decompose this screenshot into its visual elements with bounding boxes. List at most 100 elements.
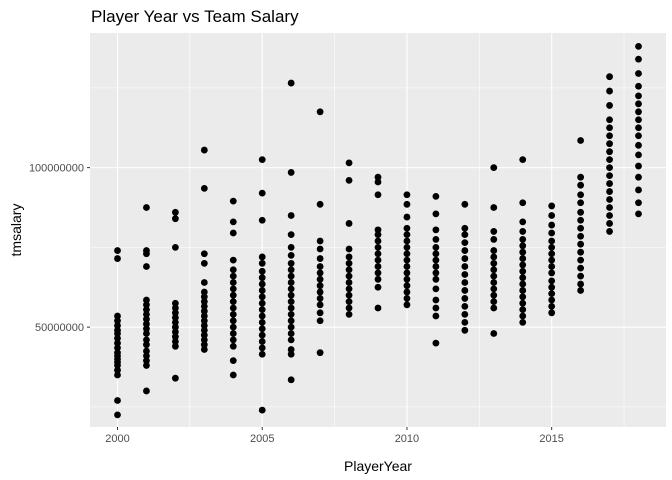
data-point — [229, 336, 237, 344]
data-point — [403, 288, 411, 296]
data-point — [374, 263, 382, 270]
data-point — [287, 304, 295, 312]
data-point — [374, 231, 382, 239]
data-point — [490, 259, 498, 267]
data-point — [143, 247, 150, 254]
data-point — [200, 293, 208, 301]
data-point — [374, 256, 382, 264]
data-point — [316, 349, 324, 357]
data-point — [577, 232, 585, 240]
data-point — [519, 274, 527, 282]
data-point — [606, 148, 613, 156]
data-point — [316, 275, 324, 283]
data-point — [287, 317, 295, 325]
data-point — [635, 162, 642, 170]
data-point — [577, 280, 585, 288]
data-point — [635, 124, 642, 132]
data-point — [635, 116, 642, 124]
chart-title: Player Year vs Team Salary — [91, 7, 299, 26]
data-point — [345, 285, 353, 293]
data-point — [606, 156, 613, 164]
data-point — [490, 285, 498, 293]
data-point — [548, 256, 556, 264]
data-point — [229, 266, 237, 274]
data-point — [577, 272, 585, 280]
data-point — [143, 336, 150, 344]
data-point — [287, 291, 295, 299]
data-point — [114, 317, 121, 325]
data-point — [200, 279, 208, 286]
data-point — [345, 245, 353, 253]
data-point — [374, 237, 382, 245]
data-point — [229, 272, 237, 280]
data-point — [114, 344, 121, 352]
data-point — [606, 196, 613, 203]
data-point — [635, 92, 642, 100]
data-point — [374, 191, 382, 199]
data-point — [171, 342, 179, 350]
data-point — [519, 199, 527, 207]
data-point — [548, 263, 556, 270]
data-point — [200, 288, 208, 296]
x-tick-label: 2005 — [250, 433, 274, 445]
data-point — [114, 312, 121, 320]
data-point — [171, 328, 179, 336]
data-point — [403, 263, 411, 270]
data-point — [606, 116, 613, 124]
data-point — [316, 263, 324, 270]
data-point — [635, 100, 642, 108]
data-point — [548, 303, 556, 310]
data-point — [548, 277, 556, 285]
data-point — [403, 269, 411, 277]
data-point — [635, 186, 642, 194]
data-point — [635, 210, 642, 218]
data-point — [490, 247, 498, 254]
data-point — [374, 269, 382, 277]
data-point — [229, 304, 237, 312]
data-point — [490, 298, 498, 306]
data-point — [432, 269, 440, 277]
data-point — [316, 269, 324, 277]
data-point — [519, 218, 527, 226]
data-point — [635, 199, 642, 207]
data-point — [258, 253, 266, 261]
data-point — [316, 295, 324, 302]
data-point — [229, 323, 237, 331]
data-point — [577, 264, 585, 272]
data-point — [345, 176, 353, 184]
data-point — [287, 350, 295, 358]
data-point — [403, 275, 411, 283]
data-point — [432, 236, 440, 243]
data-point — [258, 331, 266, 339]
data-point — [143, 296, 150, 304]
x-tick-label: 2000 — [105, 433, 129, 445]
data-point — [229, 285, 237, 293]
data-point — [519, 306, 527, 313]
data-point — [345, 266, 353, 274]
data-point — [461, 318, 469, 326]
data-point — [258, 350, 266, 358]
data-point — [143, 263, 150, 270]
y-tick-label: 50000000 — [35, 322, 84, 334]
data-point — [114, 371, 121, 379]
data-point — [606, 212, 613, 219]
data-point — [345, 253, 353, 261]
data-point — [345, 279, 353, 286]
data-point — [287, 259, 295, 267]
data-point — [143, 362, 150, 369]
data-point — [490, 272, 498, 280]
data-point — [432, 296, 440, 304]
data-point — [519, 236, 527, 243]
data-point — [114, 255, 121, 262]
data-point — [519, 228, 527, 235]
data-point — [258, 280, 266, 288]
data-point — [403, 213, 411, 221]
data-point — [345, 291, 353, 299]
data-point — [229, 317, 237, 325]
data-point — [403, 224, 411, 232]
data-point — [143, 315, 150, 323]
data-point — [258, 306, 266, 313]
data-point — [316, 301, 324, 309]
data-point — [258, 287, 266, 294]
data-point — [490, 253, 498, 261]
